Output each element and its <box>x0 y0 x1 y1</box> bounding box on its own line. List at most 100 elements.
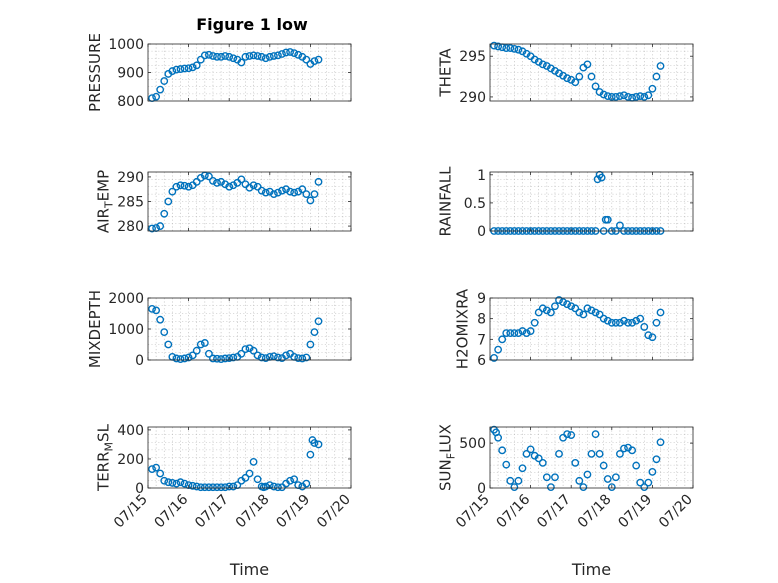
data-point <box>547 483 555 492</box>
data-point <box>579 483 588 492</box>
data-point <box>253 52 262 60</box>
data-point <box>310 57 319 65</box>
y-tick-label: 1 <box>477 168 486 184</box>
data-point <box>164 478 173 487</box>
data-point <box>152 306 161 315</box>
data-point <box>607 318 616 327</box>
data-point <box>542 473 551 482</box>
data-point <box>241 52 250 61</box>
data-point <box>188 351 197 360</box>
data-point <box>547 308 555 317</box>
data-point <box>221 483 230 492</box>
data-point <box>282 351 290 360</box>
data-point <box>261 188 270 197</box>
data-point <box>616 318 624 327</box>
data-point <box>593 175 602 184</box>
data-point <box>611 318 620 327</box>
data-point <box>172 354 181 363</box>
y-tick-label: 0 <box>135 353 144 369</box>
data-point <box>192 346 201 355</box>
data-point <box>555 296 563 304</box>
y-tick-label: 280 <box>117 219 144 235</box>
data-point <box>148 465 156 474</box>
data-point <box>245 469 254 478</box>
data-point <box>306 450 315 459</box>
data-point <box>494 433 503 442</box>
data-point <box>298 354 307 363</box>
data-point <box>184 353 193 362</box>
data-point <box>597 173 606 182</box>
data-point <box>217 355 225 363</box>
data-point <box>257 186 266 195</box>
data-point <box>314 317 323 326</box>
data-point <box>314 177 323 186</box>
data-point <box>494 345 503 354</box>
subplot-terr-msl: 0 200 400 07/15 07/16 07/17 07/18 07/19 07/20 Tim… <box>95 423 354 579</box>
data-point <box>213 52 221 61</box>
data-point <box>274 483 282 492</box>
data-series <box>148 304 323 363</box>
data-point <box>563 74 572 83</box>
y-tick-label: 7 <box>477 332 486 348</box>
x-tick-label: 07/17 <box>534 492 574 532</box>
data-point <box>278 186 286 195</box>
data-point <box>265 52 274 61</box>
y-tick-label: 200 <box>117 452 144 468</box>
y-tick-label: 2000 <box>108 291 144 307</box>
data-point <box>656 62 665 70</box>
y-axis-label: PRESSURE <box>86 33 104 112</box>
axes-box <box>147 426 352 489</box>
data-point <box>314 440 323 449</box>
plot-area <box>490 172 693 231</box>
data-point <box>502 460 511 469</box>
axes-box <box>489 297 694 361</box>
data-point <box>225 354 234 363</box>
data-point <box>209 52 217 60</box>
data-point <box>290 188 299 197</box>
data-point <box>563 430 572 439</box>
data-point <box>286 476 294 485</box>
data-point <box>599 461 608 470</box>
data-point <box>611 473 620 482</box>
data-point <box>652 72 661 81</box>
data-point <box>611 93 620 101</box>
y-tick-label: 0 <box>477 481 486 497</box>
grid <box>148 298 351 360</box>
y-tick-label: 500 <box>459 436 486 452</box>
data-point <box>225 182 234 191</box>
data-point <box>591 82 600 91</box>
data-point <box>269 190 278 199</box>
y-tick-label: 1000 <box>108 322 144 338</box>
data-point <box>217 483 225 492</box>
data-point <box>204 483 213 492</box>
data-point <box>196 340 205 349</box>
data-point <box>644 331 653 340</box>
y-tick-label: 295 <box>459 49 486 65</box>
data-point <box>217 52 225 61</box>
y-tick-label: 285 <box>117 195 144 211</box>
data-point <box>180 354 189 363</box>
data-point <box>506 44 515 52</box>
y-axis-label: THETA <box>437 48 455 98</box>
data-point <box>156 85 165 94</box>
data-point <box>620 316 628 325</box>
data-point <box>200 51 209 60</box>
data-point <box>213 483 221 492</box>
data-point <box>490 354 498 362</box>
data-point <box>172 479 181 488</box>
data-point <box>249 457 258 466</box>
data-point <box>261 354 270 363</box>
figure-title: Figure 1 low <box>196 15 308 34</box>
data-point <box>156 469 165 478</box>
data-point <box>510 44 519 53</box>
data-point <box>257 353 266 362</box>
data-point <box>628 318 636 327</box>
data-point <box>241 345 250 354</box>
data-point <box>204 50 213 59</box>
data-point <box>160 209 169 218</box>
data-point <box>249 181 258 190</box>
data-point <box>644 478 653 487</box>
data-point <box>636 478 645 487</box>
y-axis-label: H2OMIXRA <box>454 288 472 369</box>
